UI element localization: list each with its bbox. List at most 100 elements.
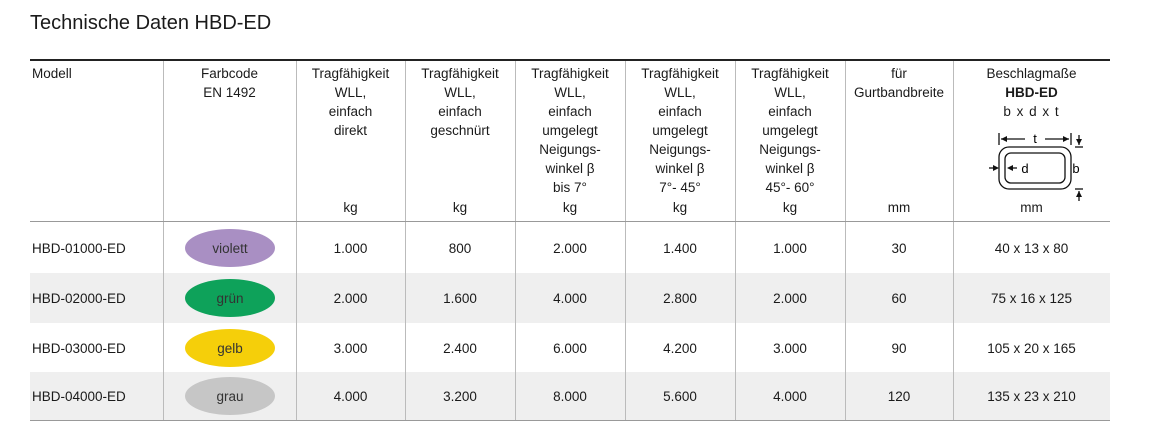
value-cell: 3.000 [773, 340, 807, 356]
header-text: HBD-ED [1005, 85, 1058, 100]
value-cell: 8.000 [553, 389, 587, 404]
value-cell: 4.000 [333, 389, 368, 404]
header-text: Tragfähigkeit [641, 66, 719, 81]
color-label: gelb [217, 340, 243, 356]
header-text: WLL, [774, 85, 806, 100]
header-text: WLL, [664, 85, 696, 100]
header-text: umgelegt [542, 123, 598, 138]
value-cell: 2.400 [443, 340, 477, 356]
color-label: violett [212, 240, 248, 256]
column-divider [953, 61, 954, 420]
diagram-label: b [1072, 161, 1079, 176]
header-text: bis 7° [553, 180, 587, 195]
fitting-diagram: t d b [989, 131, 1083, 201]
column-divider [163, 61, 164, 420]
value-cell: 1.000 [333, 240, 368, 256]
header-text: 7°- 45° [659, 180, 701, 195]
header-text: b x d x t [1003, 104, 1060, 119]
header-text: Tragfähigkeit [751, 66, 829, 81]
value-cell: 2.800 [663, 291, 697, 306]
model-cell: HBD-01000-ED [32, 240, 126, 256]
header-text: Neigungs- [759, 142, 821, 157]
header-unit: mm [887, 200, 911, 215]
model-cell: HBD-04000-ED [32, 389, 126, 404]
header-text: direkt [333, 123, 367, 138]
header-text: einfach [658, 104, 702, 119]
value-cell: 90 [891, 340, 907, 356]
value-cell: 2.000 [333, 291, 368, 306]
header-text: Tragfähigkeit [421, 66, 499, 81]
header-text: einfach [768, 104, 812, 119]
column-divider [625, 61, 626, 420]
header-unit: kg [343, 200, 358, 215]
color-badge [185, 228, 275, 267]
table-bottom-rule [30, 420, 1110, 421]
value-cell: 120 [887, 389, 911, 404]
model-cell: HBD-02000-ED [32, 291, 126, 306]
header-text: Tragfähigkeit [311, 66, 390, 81]
column-divider [845, 61, 846, 420]
value-cell: 30 [891, 240, 907, 256]
color-badge [185, 279, 275, 317]
header-text: Neigungs- [539, 142, 601, 157]
header-text: geschnürt [430, 123, 490, 138]
value-cell: 4.000 [773, 389, 807, 404]
value-cell: 5.600 [663, 389, 697, 404]
value-cell: 2.000 [553, 240, 587, 256]
value-cell: 105 x 20 x 165 [987, 340, 1076, 356]
header-text: winkel β [655, 161, 705, 176]
title: Technische Daten HBD-ED [30, 12, 272, 34]
value-cell: 1.600 [443, 291, 477, 306]
value-cell: 6.000 [553, 340, 587, 356]
table-top-rule [30, 59, 1110, 61]
diagram-label: d [1021, 161, 1028, 176]
header-text: für [891, 66, 907, 81]
value-cell: 3.000 [333, 340, 368, 356]
header-text: 45°- 60° [765, 180, 815, 195]
header-text: einfach [328, 104, 373, 119]
color-label: grün [216, 291, 244, 306]
value-cell: 4.000 [553, 291, 587, 306]
color-badge [185, 377, 275, 415]
header-unit: kg [452, 200, 468, 215]
value-cell: 60 [891, 291, 907, 306]
header-text: WLL, [554, 85, 586, 100]
column-divider [405, 61, 406, 420]
value-cell: 2.000 [773, 291, 807, 306]
header-text: WLL, [444, 85, 476, 100]
header-text: Farbcode [200, 66, 259, 81]
diagram-label: t [1033, 131, 1037, 146]
header-text: einfach [438, 104, 482, 119]
header-text: Neigungs- [649, 142, 711, 157]
value-cell: 1.000 [773, 240, 807, 256]
header-rule [30, 221, 1110, 222]
value-cell: 1.400 [663, 240, 697, 256]
column-divider [296, 61, 297, 420]
header-text: winkel β [545, 161, 595, 176]
color-badge [185, 328, 275, 367]
color-label: grau [216, 389, 244, 404]
value-cell: 4.200 [663, 340, 697, 356]
header-text: Gurtbandbreite [853, 85, 945, 100]
header-unit: mm [1020, 200, 1043, 215]
value-cell: 40 x 13 x 80 [994, 240, 1069, 256]
header-text: umgelegt [762, 123, 818, 138]
header-text: Modell [32, 66, 72, 81]
value-cell: 75 x 16 x 125 [990, 291, 1073, 306]
value-cell: 800 [448, 240, 472, 256]
header-unit: kg [562, 200, 578, 215]
header-text: Tragfähigkeit [531, 66, 609, 81]
column-divider [735, 61, 736, 420]
column-divider [515, 61, 516, 420]
header-text: EN 1492 [203, 85, 256, 100]
header-unit: kg [782, 200, 798, 215]
header-text: Beschlagmaße [986, 66, 1077, 81]
header-text: umgelegt [652, 123, 708, 138]
header-unit: kg [672, 200, 688, 215]
header-text: einfach [548, 104, 592, 119]
header-text: WLL, [334, 85, 367, 100]
value-cell: 3.200 [443, 389, 477, 404]
value-cell: 135 x 23 x 210 [987, 389, 1076, 404]
model-cell: HBD-03000-ED [32, 340, 126, 356]
